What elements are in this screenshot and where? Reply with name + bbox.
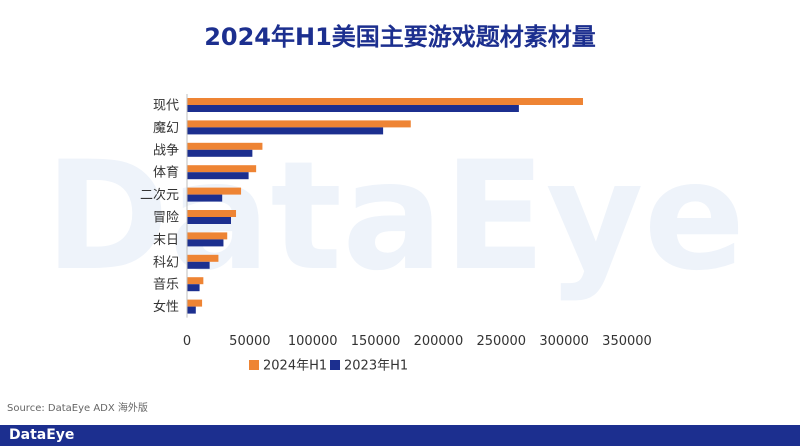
- bar-series1-7: [187, 254, 219, 262]
- legend-label-1: 2024年H1: [263, 359, 327, 374]
- bar-series1-1: [187, 120, 411, 128]
- category-label: 二次元: [140, 187, 179, 203]
- x-tick-label: 300000: [539, 334, 589, 349]
- bar-series2-3: [187, 172, 249, 180]
- bar-series2-4: [187, 194, 223, 202]
- bar-series2-6: [187, 239, 224, 247]
- footer-logo: DataEye: [9, 427, 75, 443]
- category-label: 音乐: [153, 277, 179, 293]
- bar-series2-0: [187, 105, 519, 112]
- x-tick-label: 250000: [476, 334, 526, 349]
- chart-title: 2024年H1美国主要游戏题材素材量: [204, 23, 596, 51]
- bar-series2-2: [187, 149, 253, 157]
- legend: 2024年H1 2023年H1: [249, 359, 408, 374]
- x-tick-label: 0: [183, 334, 191, 349]
- category-label: 科幻: [153, 255, 179, 270]
- category-label: 战争: [153, 143, 179, 158]
- x-tick-label: 200000: [414, 334, 464, 349]
- bar-series1-9: [187, 299, 203, 307]
- x-tick-label: 50000: [229, 334, 270, 349]
- category-label: 末日: [153, 233, 179, 248]
- category-label: 冒险: [153, 211, 179, 226]
- legend-label-2: 2023年H1: [344, 359, 408, 374]
- bar-series1-4: [187, 187, 242, 195]
- bar-series2-1: [187, 127, 384, 135]
- source-note: Source: DataEye ADX 海外版: [7, 401, 148, 414]
- bar-series2-5: [187, 217, 231, 224]
- x-tick-label: 150000: [351, 334, 401, 349]
- footer-bar: DataEye: [0, 425, 800, 446]
- x-tick-label: 100000: [288, 334, 338, 349]
- legend-swatch-1: [249, 360, 259, 370]
- bar-series1-8: [187, 277, 204, 285]
- bars-group: [187, 98, 583, 314]
- category-label: 体育: [153, 165, 179, 181]
- bar-series2-7: [187, 261, 210, 269]
- category-label: 魔幻: [153, 121, 179, 136]
- bar-series1-0: [187, 98, 583, 105]
- bar-series1-6: [187, 232, 228, 240]
- bar-series1-5: [187, 210, 237, 217]
- bar-series1-3: [187, 165, 257, 173]
- category-label: 女性: [153, 299, 179, 315]
- legend-swatch-2: [330, 360, 340, 370]
- x-tick-label: 350000: [602, 334, 652, 349]
- category-label: 现代: [153, 99, 179, 114]
- watermark-text: DataEye: [45, 130, 746, 304]
- bar-series2-9: [187, 306, 196, 314]
- bar-series2-8: [187, 284, 200, 292]
- x-axis-ticks: 0 50000 100000 150000 200000 250000 300000 3500…: [183, 334, 652, 349]
- bar-series1-2: [187, 142, 263, 150]
